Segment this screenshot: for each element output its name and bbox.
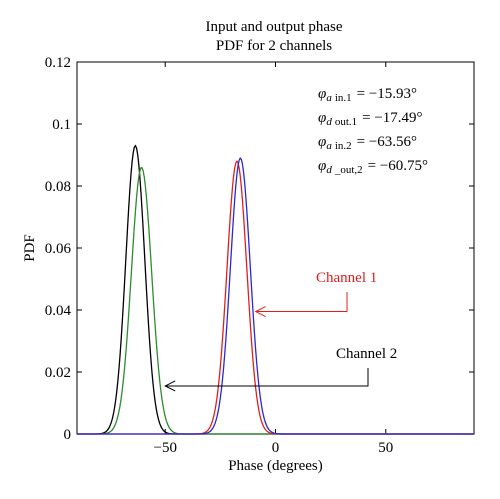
channel-1-arrowhead bbox=[254, 306, 266, 317]
x-axis: −50 0 50 bbox=[153, 62, 393, 456]
title-line-2: PDF for 2 channels bbox=[216, 38, 332, 54]
x-tick-label: 50 bbox=[378, 440, 393, 456]
series-line-channel-1-3 bbox=[77, 156, 474, 435]
y-tick-label: 0.06 bbox=[45, 241, 72, 257]
phase-annotations: φa in.1 = −15.93° φd out.1 = −17.49° φa in.2 = −… bbox=[318, 86, 428, 176]
phase-annotation: φa in.1 = −15.93° bbox=[318, 86, 417, 104]
x-axis-label: Phase (degrees) bbox=[228, 458, 323, 474]
x-tick-label: −50 bbox=[153, 440, 176, 456]
phase-annotation: φa in.2 = −63.56° bbox=[318, 134, 417, 152]
y-tick-label: 0.04 bbox=[45, 303, 72, 319]
y-tick-label: 0.08 bbox=[45, 179, 71, 195]
y-axis-label: PDF bbox=[22, 234, 38, 262]
chart-title: Input and output phase PDF for 2 channel… bbox=[205, 19, 342, 54]
channel-1-arrow bbox=[255, 292, 348, 313]
channel-labels: Channel 1 Channel 2 bbox=[164, 270, 397, 392]
channel-1-label: Channel 1 bbox=[316, 270, 377, 286]
channel-2-arrow bbox=[165, 368, 369, 387]
series-line-channel-2-1 bbox=[77, 167, 474, 435]
series-group bbox=[77, 144, 474, 435]
series-line-channel-2-0 bbox=[77, 144, 474, 435]
channel-2-label: Channel 2 bbox=[336, 346, 397, 362]
y-tick-label: 0 bbox=[64, 427, 72, 443]
y-tick-label: 0.12 bbox=[45, 55, 71, 71]
title-line-1: Input and output phase bbox=[205, 19, 342, 35]
y-axis: 0 0.02 0.04 0.06 0.08 0.1 0.12 bbox=[45, 55, 474, 443]
x-tick-label: 0 bbox=[272, 440, 280, 456]
y-tick-label: 0.02 bbox=[45, 365, 71, 381]
phase-annotation: φd _out,2 = −60.75° bbox=[318, 158, 428, 176]
y-tick-label: 0.1 bbox=[52, 117, 71, 133]
channel-2-arrowhead bbox=[164, 380, 176, 392]
phase-annotation: φd out.1 = −17.49° bbox=[318, 110, 423, 128]
